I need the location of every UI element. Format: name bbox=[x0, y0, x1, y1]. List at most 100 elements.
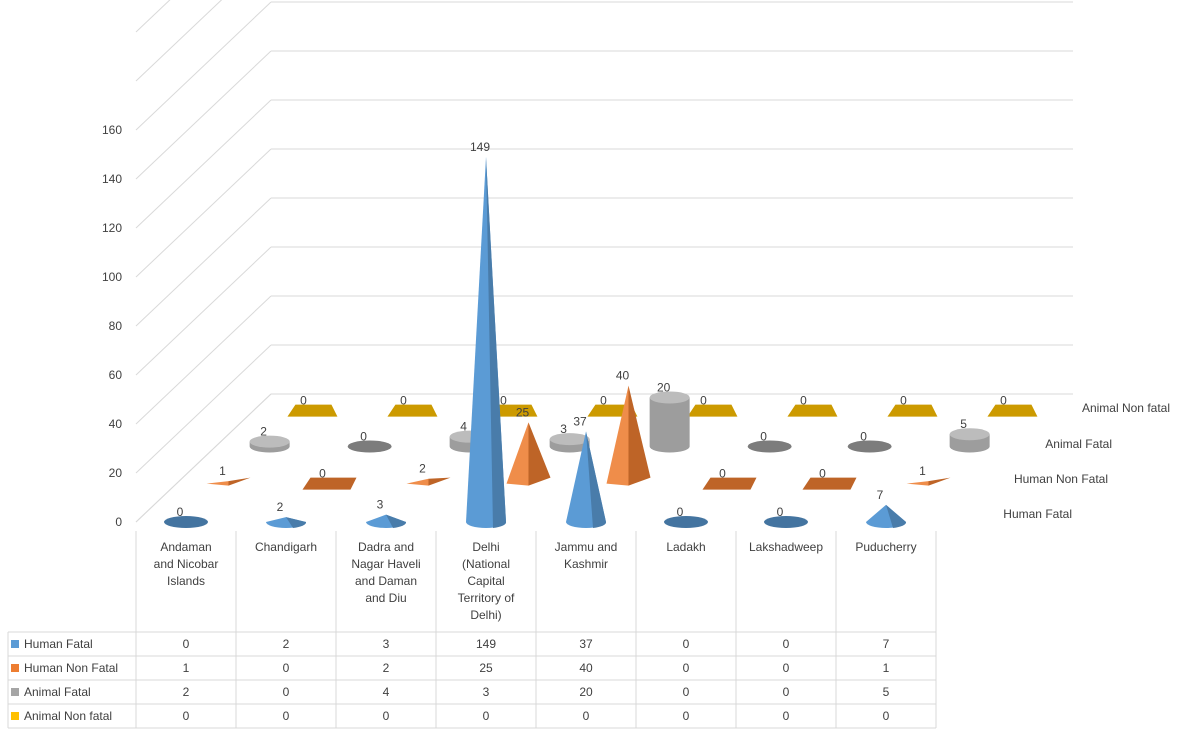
base-marker bbox=[687, 404, 738, 417]
data-label: 7 bbox=[877, 488, 884, 502]
data-label: 20 bbox=[657, 380, 671, 394]
legend-key bbox=[11, 712, 19, 720]
table-cell: 2 bbox=[383, 661, 390, 675]
base-marker bbox=[702, 477, 757, 490]
table-header-line: (National bbox=[462, 557, 510, 571]
table-row-name: Animal Fatal bbox=[24, 685, 91, 699]
y-tick-label: 80 bbox=[109, 319, 123, 333]
base-marker bbox=[287, 404, 338, 417]
data-label: 0 bbox=[760, 429, 767, 443]
data-mark bbox=[987, 404, 1038, 417]
cylinder-top bbox=[249, 435, 290, 448]
y-tick-label: 60 bbox=[109, 368, 123, 382]
base-marker bbox=[802, 477, 857, 490]
table-cell: 0 bbox=[283, 709, 290, 723]
data-label: 2 bbox=[419, 462, 426, 476]
table-cell: 0 bbox=[683, 685, 690, 699]
table-cell: 0 bbox=[683, 661, 690, 675]
table-cell: 0 bbox=[283, 661, 290, 675]
data-mark bbox=[764, 516, 808, 528]
data-label: 0 bbox=[400, 394, 407, 408]
table-header-line: Territory of bbox=[458, 591, 515, 605]
data-label: 25 bbox=[516, 405, 530, 419]
table-cell: 37 bbox=[579, 637, 593, 651]
table-cell: 1 bbox=[183, 661, 190, 675]
data-label: 0 bbox=[719, 467, 726, 481]
depth-axis-labels: Human Fatal Human Non Fatal Animal Fatal An… bbox=[1003, 401, 1170, 521]
cylinder-top bbox=[649, 391, 690, 404]
data-label: 0 bbox=[500, 394, 507, 408]
table-cell: 0 bbox=[783, 709, 790, 723]
data-label: 3 bbox=[560, 422, 567, 436]
pyramid-face bbox=[928, 477, 951, 486]
table-header-line: Capital bbox=[467, 574, 504, 588]
data-mark bbox=[949, 428, 990, 453]
gridline-side bbox=[135, 295, 272, 425]
base-marker bbox=[847, 440, 892, 453]
data-label: 0 bbox=[360, 429, 367, 443]
data-mark bbox=[164, 516, 208, 528]
table-header-category: Ladakh bbox=[666, 540, 705, 554]
legend-key bbox=[11, 688, 19, 696]
gridline-side bbox=[135, 99, 272, 229]
gridline-side bbox=[135, 50, 272, 180]
series-axis-label: Human Fatal bbox=[1003, 507, 1072, 521]
table-header-line: Jammu and bbox=[555, 540, 618, 554]
legend-key bbox=[11, 664, 19, 672]
table-cell: 0 bbox=[583, 709, 590, 723]
base-marker bbox=[987, 404, 1038, 417]
data-label: 37 bbox=[573, 414, 587, 428]
series-axis-label: Animal Fatal bbox=[1045, 437, 1112, 451]
data-label: 0 bbox=[600, 394, 607, 408]
table-cell: 5 bbox=[883, 685, 890, 699]
table-cell: 3 bbox=[383, 637, 390, 651]
cone-shade bbox=[886, 504, 907, 528]
data-mark bbox=[606, 385, 651, 486]
data-label: 0 bbox=[900, 394, 907, 408]
table-header-category: Jammu and Kashmir bbox=[555, 540, 618, 571]
cone-shade bbox=[286, 517, 307, 528]
data-mark bbox=[406, 477, 451, 486]
table-cell: 25 bbox=[479, 661, 493, 675]
base-marker bbox=[164, 516, 208, 528]
base-marker bbox=[387, 404, 438, 417]
cylinder-top bbox=[949, 428, 990, 441]
pyramid-face bbox=[606, 385, 629, 486]
pyramid-face bbox=[528, 422, 551, 486]
table-header-line: Dadra and bbox=[358, 540, 414, 554]
table-cell: 0 bbox=[683, 709, 690, 723]
table-cell: 40 bbox=[579, 661, 593, 675]
data-label: 2 bbox=[260, 425, 267, 439]
data-label: 3 bbox=[377, 498, 384, 512]
table-header-category: Chandigarh bbox=[255, 540, 317, 554]
data-label: 0 bbox=[860, 429, 867, 443]
table-header-category: Puducherry bbox=[855, 540, 916, 554]
data-mark bbox=[664, 516, 708, 528]
table-cell: 0 bbox=[783, 685, 790, 699]
y-axis-ticks: 0 20 40 60 80 100 120 140 160 bbox=[102, 123, 122, 529]
y-tick-label: 160 bbox=[102, 123, 122, 137]
table-cell: 0 bbox=[883, 709, 890, 723]
pyramid-face bbox=[206, 481, 229, 486]
pyramid-face bbox=[428, 477, 451, 486]
table-header-category: Lakshadweep bbox=[749, 540, 823, 554]
gridline-side bbox=[135, 0, 223, 82]
data-label: 0 bbox=[700, 394, 707, 408]
table-cell: 0 bbox=[183, 637, 190, 651]
data-label: 1 bbox=[919, 464, 926, 478]
data-mark bbox=[887, 404, 938, 417]
y-tick-label: 0 bbox=[115, 515, 122, 529]
base-marker bbox=[764, 516, 808, 528]
cylinder-top bbox=[549, 433, 590, 446]
table-header-line: Ladakh bbox=[666, 540, 705, 554]
pyramid-face bbox=[628, 385, 651, 486]
floor-edge bbox=[135, 393, 272, 523]
data-mark bbox=[287, 404, 338, 417]
data-label: 149 bbox=[470, 140, 490, 154]
cone-shade bbox=[586, 431, 607, 528]
data-mark bbox=[249, 435, 290, 453]
data-mark bbox=[302, 477, 357, 490]
base-marker bbox=[664, 516, 708, 528]
data-label: 0 bbox=[319, 467, 326, 481]
